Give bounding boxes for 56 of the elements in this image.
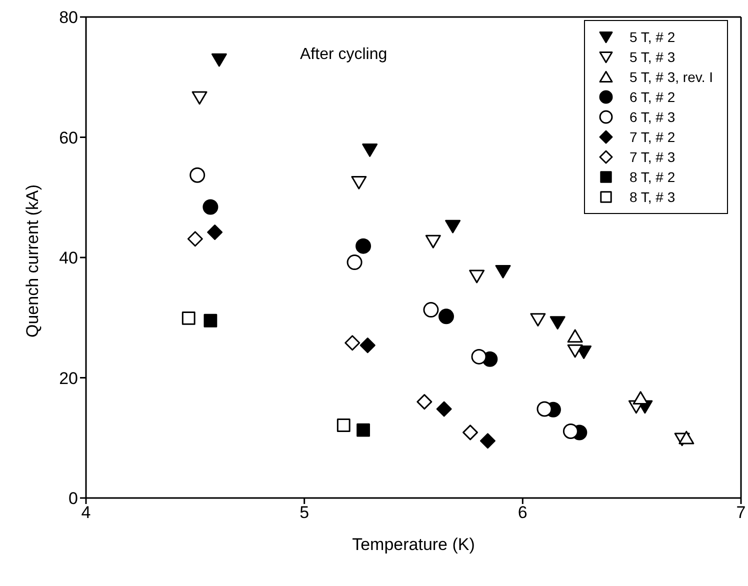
point	[480, 433, 496, 449]
legend-label: 5 T, # 3, rev. I	[629, 69, 713, 85]
point	[192, 91, 208, 105]
point	[190, 167, 206, 183]
point	[567, 329, 583, 343]
legend-label: 5 T, # 2	[629, 29, 676, 45]
y-axis-title: Quench current (kA)	[23, 184, 42, 338]
point	[207, 224, 223, 240]
point	[562, 424, 578, 439]
point	[182, 312, 196, 325]
point	[438, 308, 454, 324]
point	[678, 430, 694, 444]
point	[530, 313, 546, 326]
legend-label: 6 T, # 3	[629, 109, 676, 125]
point	[423, 302, 439, 318]
x-tick-label: 7	[736, 503, 746, 522]
legend-label: 6 T, # 2	[629, 89, 676, 105]
legend-label: 7 T, # 2	[629, 129, 676, 145]
point	[567, 344, 583, 358]
point	[436, 401, 452, 417]
point	[204, 314, 218, 328]
x-tick-label: 4	[81, 503, 91, 522]
y-tick-label: 0	[68, 489, 78, 508]
point	[462, 424, 478, 440]
point	[425, 234, 441, 248]
point	[202, 199, 218, 215]
y-tick-label: 80	[59, 8, 78, 28]
point	[495, 264, 511, 278]
point	[360, 338, 376, 354]
point	[469, 270, 485, 284]
point	[351, 176, 367, 190]
point	[471, 348, 487, 364]
point	[344, 335, 360, 351]
legend-label: 5 T, # 3	[629, 49, 676, 65]
legend-label: 7 T, # 3	[629, 149, 676, 165]
point	[445, 220, 461, 234]
x-tick-label: 5	[300, 503, 310, 522]
y-tick-label: 40	[59, 248, 78, 268]
y-tick-label: 20	[59, 368, 78, 388]
point	[356, 423, 370, 437]
x-axis-title: Temperature (K)	[352, 535, 475, 554]
y-tick-label: 60	[59, 128, 78, 148]
point	[346, 254, 362, 270]
x-tick-label: 6	[518, 503, 528, 522]
point	[336, 418, 350, 432]
point	[550, 316, 566, 330]
point	[632, 391, 648, 405]
legend-label: 8 T, # 2	[629, 169, 676, 185]
point	[187, 231, 203, 247]
annotation: After cycling	[300, 46, 388, 64]
point	[211, 53, 227, 67]
legend-label: 8 T, # 3	[629, 189, 676, 205]
point	[362, 144, 378, 157]
point	[536, 401, 552, 417]
point	[416, 394, 432, 410]
point	[356, 238, 372, 254]
